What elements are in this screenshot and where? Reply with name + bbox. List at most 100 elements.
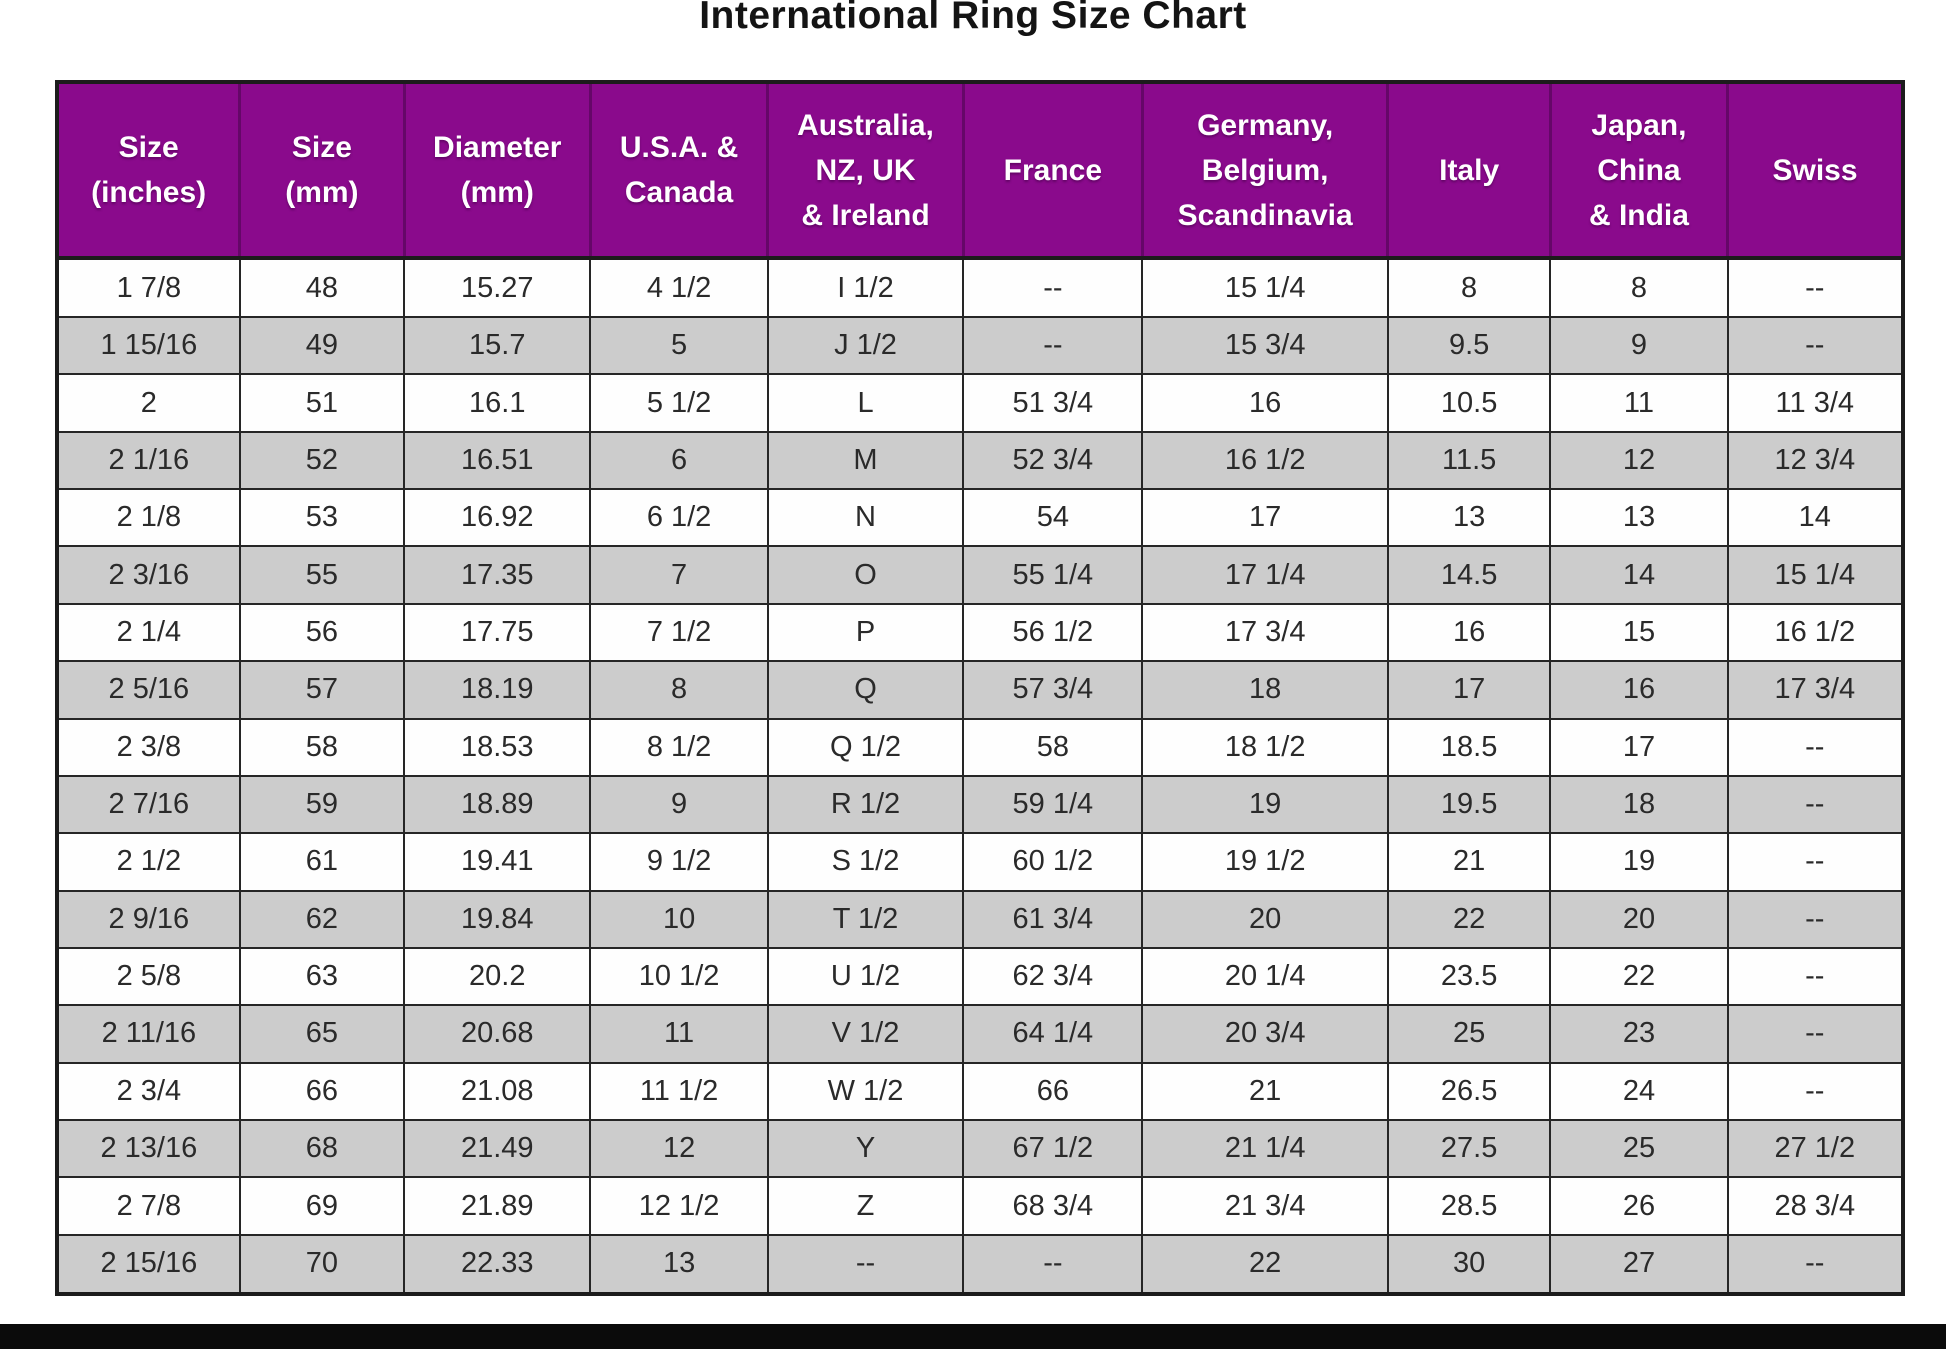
table-cell: 61 3/4 xyxy=(962,889,1144,949)
table-cell: 6 1/2 xyxy=(589,488,769,548)
table-cell: 11 xyxy=(589,1004,769,1064)
table-cell: U 1/2 xyxy=(766,946,965,1007)
table-cell: 9 1/2 xyxy=(589,832,769,892)
table-cell: 17 3/4 xyxy=(1141,602,1389,663)
table-cell: 12 xyxy=(589,1119,769,1179)
table-cell: O xyxy=(766,545,965,605)
table-cell: 17 xyxy=(1141,488,1389,548)
table-cell: 7 xyxy=(589,545,769,605)
table-cell: 49 xyxy=(238,315,406,376)
table-cell: 60 1/2 xyxy=(962,832,1144,892)
table-cell: L xyxy=(766,373,965,433)
table-cell: 17 xyxy=(1386,660,1552,720)
table-cell: 6 xyxy=(589,430,769,491)
table-cell: J 1/2 xyxy=(766,315,965,376)
bottom-border-bar xyxy=(0,1324,1946,1349)
table-row: 2 1/16 52 16.51 6 M 52 3/4 16 1/2 11.5 12 12 3/4 xyxy=(56,430,1905,491)
table-cell: 2 7/16 xyxy=(56,774,241,835)
table-cell: 7 1/2 xyxy=(589,602,769,663)
table-cell: 24 xyxy=(1549,1061,1729,1122)
table-cell: 10.5 xyxy=(1386,373,1552,433)
table-cell: 16.1 xyxy=(403,373,592,433)
table-row: 2 15/16 70 22.33 13 -- -- 22 30 27 -- xyxy=(56,1233,1905,1296)
table-cell: 30 xyxy=(1386,1233,1552,1296)
table-cell: 12 1/2 xyxy=(589,1176,769,1236)
table-cell: 18 1/2 xyxy=(1141,717,1389,777)
table-cell: 21 xyxy=(1386,832,1552,892)
table-cell: 20 3/4 xyxy=(1141,1004,1389,1064)
table-cell: 9 xyxy=(1549,315,1729,376)
table-row: 2 1/4 56 17.75 7 1/2 P 56 1/2 17 3/4 16 15 16 1/2 xyxy=(56,602,1905,663)
table-cell: 15 3/4 xyxy=(1141,315,1389,376)
table-cell: 64 1/4 xyxy=(962,1004,1144,1064)
table-cell: N xyxy=(766,488,965,548)
table-cell: 16.51 xyxy=(403,430,592,491)
table-cell: -- xyxy=(1726,1233,1905,1296)
column-header-5: Australia, NZ, UK & Ireland xyxy=(766,82,965,260)
table-cell: -- xyxy=(1726,1004,1905,1064)
table-cell: 14 xyxy=(1726,488,1905,548)
table-cell: 9.5 xyxy=(1386,315,1552,376)
table-cell: 2 1/2 xyxy=(56,832,241,892)
table-cell: 58 xyxy=(238,717,406,777)
table-cell: 16 xyxy=(1141,373,1389,433)
table-row: 2 3/8 58 18.53 8 1/2 Q 1/2 58 18 1/2 18.5 17 -- xyxy=(56,717,1905,777)
column-header-10: Swiss xyxy=(1726,82,1905,260)
table-cell: 2 15/16 xyxy=(56,1233,241,1296)
table-cell: 26.5 xyxy=(1386,1061,1552,1122)
table-cell: 10 1/2 xyxy=(589,946,769,1007)
table-cell: 19.41 xyxy=(403,832,592,892)
table-cell: 68 xyxy=(238,1119,406,1179)
table-cell: 15 1/4 xyxy=(1726,545,1905,605)
table-row: 2 51 16.1 5 1/2 L 51 3/4 16 10.5 11 11 3/4 xyxy=(56,373,1905,433)
header-row: Size (inches) Size (mm) Diameter (mm) U.S.A… xyxy=(55,82,1905,260)
table-cell: -- xyxy=(1726,315,1905,376)
table-cell: 18.5 xyxy=(1386,717,1552,777)
table-cell: 2 xyxy=(56,373,241,433)
table-cell: 59 xyxy=(238,774,406,835)
table-cell: 2 5/8 xyxy=(56,946,241,1007)
column-header-8: Italy xyxy=(1386,82,1552,260)
table-cell: 18.19 xyxy=(403,660,592,720)
table-cell: 25 xyxy=(1386,1004,1552,1064)
table-cell: 48 xyxy=(238,257,406,318)
table-cell: 27 xyxy=(1549,1233,1729,1296)
table-cell: 21 3/4 xyxy=(1141,1176,1389,1236)
table-cell: 27.5 xyxy=(1386,1119,1552,1179)
table-cell: 21 1/4 xyxy=(1141,1119,1389,1179)
table-cell: 70 xyxy=(238,1233,406,1296)
table-cell: 2 1/16 xyxy=(56,430,241,491)
table-cell: 65 xyxy=(238,1004,406,1064)
table-cell: -- xyxy=(1726,832,1905,892)
table-cell: 52 3/4 xyxy=(962,430,1144,491)
table-cell: 2 9/16 xyxy=(56,889,241,949)
table-cell: 11 1/2 xyxy=(589,1061,769,1122)
table-cell: 27 1/2 xyxy=(1726,1119,1905,1179)
table-cell: 20.2 xyxy=(403,946,592,1007)
table-row: 2 9/16 62 19.84 10 T 1/2 61 3/4 20 22 20 -- xyxy=(56,889,1905,949)
table-row: 2 11/16 65 20.68 11 V 1/2 64 1/4 20 3/4 25 23 -- xyxy=(56,1004,1905,1064)
table-cell: 16 1/2 xyxy=(1141,430,1389,491)
table-cell: 16 xyxy=(1386,602,1552,663)
table-cell: P xyxy=(766,602,965,663)
table-cell: -- xyxy=(1726,774,1905,835)
table-cell: 2 1/4 xyxy=(56,602,241,663)
table-cell: 1 7/8 xyxy=(56,257,241,318)
table-cell: 1 15/16 xyxy=(56,315,241,376)
table-cell: 21.49 xyxy=(403,1119,592,1179)
table-cell: 68 3/4 xyxy=(962,1176,1144,1236)
column-header-9: Japan, China & India xyxy=(1548,82,1730,260)
table-cell: 2 13/16 xyxy=(56,1119,241,1179)
table-row: 2 7/16 59 18.89 9 R 1/2 59 1/4 19 19.5 18 -- xyxy=(56,774,1905,835)
table-cell: 11 3/4 xyxy=(1726,373,1905,433)
table-cell: 15 xyxy=(1549,602,1729,663)
column-header-6: France xyxy=(961,82,1144,260)
table-cell: 66 xyxy=(238,1061,406,1122)
table-cell: 21.89 xyxy=(403,1176,592,1236)
table-row: 2 13/16 68 21.49 12 Y 67 1/2 21 1/4 27.5 25 27 1/… xyxy=(56,1119,1905,1179)
table-cell: 2 3/8 xyxy=(56,717,241,777)
table-cell: 8 xyxy=(589,660,769,720)
chart-title: International Ring Size Chart xyxy=(699,0,1247,37)
table-cell: 20.68 xyxy=(403,1004,592,1064)
table-cell: 20 xyxy=(1549,889,1729,949)
